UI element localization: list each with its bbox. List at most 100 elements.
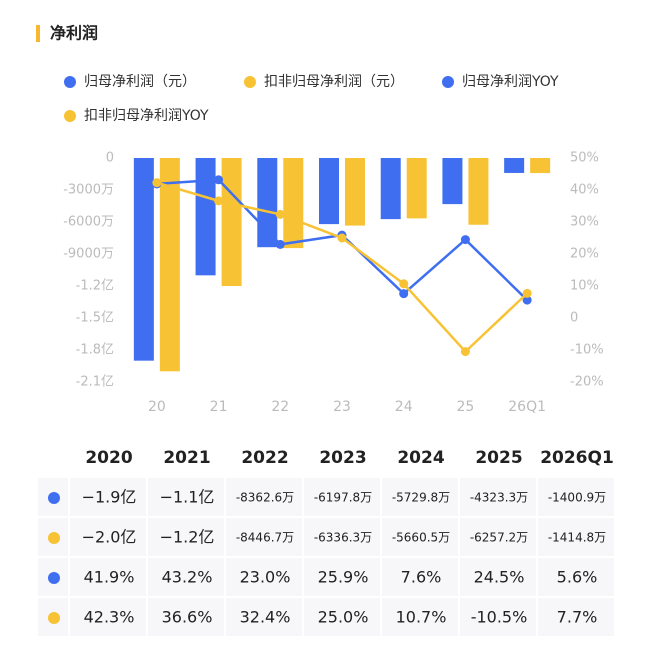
legend-marker: [244, 76, 256, 88]
bar: [530, 158, 551, 174]
point: [337, 233, 347, 243]
table-value: 7.6%: [401, 568, 442, 587]
table-cell: [538, 598, 614, 636]
y-tick-label: -3000万: [63, 183, 114, 198]
table-value: -10.5%: [471, 608, 528, 627]
table-value: -8446.7万: [236, 531, 294, 545]
table-value: 42.3%: [84, 608, 135, 627]
table-cell: [304, 558, 380, 596]
table-cell: [226, 558, 302, 596]
table-value: 25.9%: [318, 568, 369, 587]
point: [214, 175, 224, 185]
table-cell: [304, 518, 380, 556]
table-cell: [304, 478, 380, 516]
table-value: 43.2%: [162, 568, 213, 587]
table-header: 2021: [163, 448, 210, 468]
y2-tick-label: -10%: [570, 343, 604, 358]
table-value: -5660.5万: [392, 531, 450, 545]
table-cell: [148, 558, 224, 596]
table-cell: [70, 518, 146, 556]
y-tick-label: -1.5亿: [76, 311, 114, 326]
table-cell: [460, 598, 536, 636]
bar: [159, 158, 180, 372]
table-cell: [70, 478, 146, 516]
point: [214, 196, 224, 206]
table-value: 41.9%: [84, 568, 135, 587]
chart-title: 净利润: [50, 24, 98, 43]
table-cell: [382, 518, 458, 556]
table-cell: [38, 438, 68, 476]
y2-tick-label: 0: [570, 311, 578, 326]
bar: [504, 158, 525, 173]
bar: [442, 158, 463, 205]
y-tick-label: -6000万: [63, 215, 114, 230]
table-value: 36.6%: [162, 608, 213, 627]
y2-tick-label: 30%: [570, 215, 599, 230]
y2-tick-label: 10%: [570, 279, 599, 294]
table-value: 7.7%: [557, 608, 598, 627]
y2-tick-label: 50%: [570, 151, 599, 166]
legend-label: 扣非归母净利润YOY: [84, 107, 209, 124]
table-cell: [226, 478, 302, 516]
table-value: −1.9亿: [82, 488, 137, 507]
table-marker: [48, 612, 60, 624]
bar: [133, 158, 154, 361]
table-value: -8362.6万: [236, 491, 294, 505]
point: [399, 279, 409, 289]
legend-marker: [442, 76, 454, 88]
table-value: 25.0%: [318, 608, 369, 627]
table-cell: [538, 558, 614, 596]
x-tick-label: 20: [148, 399, 166, 415]
x-tick-label: 24: [395, 399, 413, 415]
table-cell: [460, 438, 536, 476]
table-value: -4323.3万: [470, 491, 528, 505]
y-tick-label: -2.1亿: [76, 375, 114, 390]
table-cell: [70, 598, 146, 636]
legend-marker: [64, 110, 76, 122]
table-header: 2022: [241, 448, 288, 468]
y2-tick-label: 40%: [570, 183, 599, 198]
table-value: 5.6%: [557, 568, 598, 587]
bar: [195, 158, 216, 276]
title-marker: [36, 25, 40, 42]
x-tick-label: 26Q1: [508, 399, 546, 415]
point: [522, 288, 532, 298]
point: [460, 235, 470, 245]
table-cell: [382, 598, 458, 636]
table-cell: [382, 478, 458, 516]
table-cell: [382, 438, 458, 476]
legend-label: 归母净利润（元）: [84, 73, 196, 90]
point: [152, 178, 162, 188]
y2-tick-label: 20%: [570, 247, 599, 262]
table-header: 2020: [85, 448, 132, 468]
table-marker: [48, 532, 60, 544]
table-cell: [460, 478, 536, 516]
point: [460, 347, 470, 357]
table-cell: [538, 518, 614, 556]
table-value: -1414.8万: [548, 531, 606, 545]
point: [522, 295, 532, 305]
table-cell: [148, 438, 224, 476]
bar: [468, 158, 489, 225]
table-cell: [70, 438, 146, 476]
table-value: −1.2亿: [160, 528, 215, 547]
table-value: -6197.8万: [314, 491, 372, 505]
bar: [380, 158, 401, 220]
table-cell: [538, 478, 614, 516]
legend-marker: [64, 76, 76, 88]
point: [275, 239, 285, 249]
table-header: 2024: [397, 448, 444, 468]
table-cell: [460, 518, 536, 556]
table-marker: [48, 572, 60, 584]
y-tick-label: -1.2亿: [76, 279, 114, 294]
bar: [221, 158, 242, 286]
table-value: 23.0%: [240, 568, 291, 587]
table-cell: [538, 438, 614, 476]
table-value: −1.1亿: [160, 488, 215, 507]
table-marker: [48, 492, 60, 504]
point: [275, 209, 285, 219]
table-header: 2023: [319, 448, 366, 468]
table-cell: [226, 598, 302, 636]
table-cell: [382, 558, 458, 596]
